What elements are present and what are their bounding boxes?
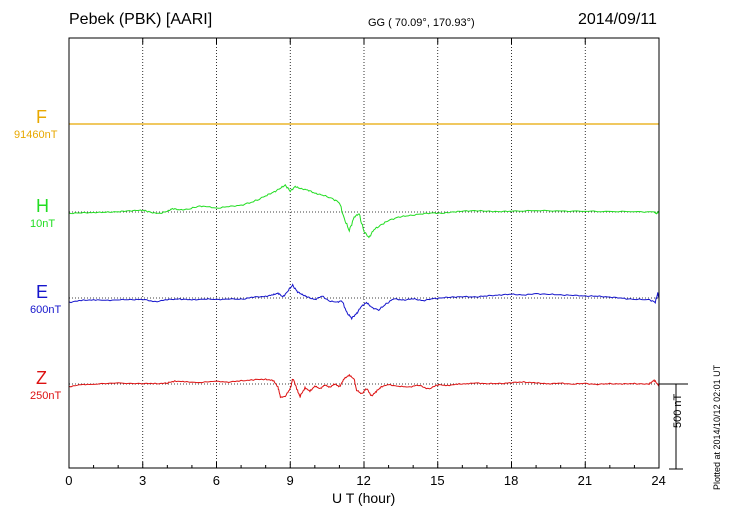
- series-baseline-H: 10nT: [30, 218, 56, 230]
- x-tick-label-15: 15: [430, 473, 445, 488]
- series-baseline-E: 600nT: [30, 304, 62, 316]
- grid-lines: [142, 38, 586, 468]
- plotted-at-note: Plotted at 2014/10/12 02:01 UT: [712, 364, 722, 490]
- x-ticks: [68, 38, 660, 468]
- trace-Z: [68, 373, 660, 399]
- series-name-F: F: [36, 107, 47, 127]
- x-tick-label-18: 18: [503, 473, 519, 488]
- series-baseline-F: 91460nT: [14, 129, 58, 141]
- series-baseline-Z: 250nT: [30, 390, 62, 402]
- scale-bar: [659, 383, 688, 470]
- x-tick-label-12: 12: [356, 473, 371, 488]
- trace-group: [68, 123, 660, 399]
- station-title: Pebek (PBK) [AARI]: [69, 11, 213, 28]
- x-axis-title: U T (hour): [332, 490, 396, 506]
- x-tick-label-0: 0: [65, 473, 73, 488]
- coords-label: GG ( 70.09°, 170.93°): [368, 17, 475, 29]
- x-tick-label-21: 21: [577, 473, 593, 488]
- date-label: 2014/09/11: [578, 11, 657, 28]
- scale-bar-label: 500 nT: [672, 393, 684, 428]
- series-name-E: E: [36, 282, 49, 302]
- plot-frame: [68, 37, 660, 469]
- trace-H: [68, 184, 660, 239]
- series-name-H: H: [36, 196, 49, 216]
- x-tick-label-9: 9: [286, 473, 294, 488]
- series-name-Z: Z: [36, 368, 47, 388]
- x-tick-label-24: 24: [651, 473, 666, 488]
- x-tick-label-6: 6: [212, 473, 220, 488]
- x-tick-label-3: 3: [138, 473, 147, 488]
- trace-E: [68, 283, 660, 321]
